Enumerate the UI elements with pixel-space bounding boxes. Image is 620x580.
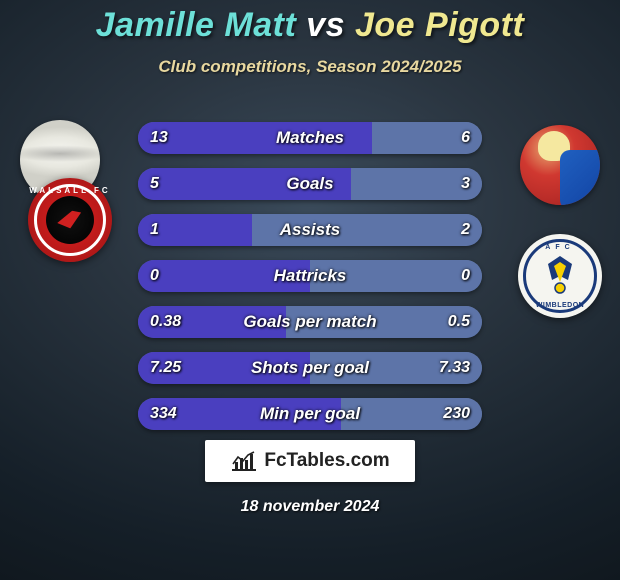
fctables-logo-text: FcTables.com — [264, 450, 389, 472]
date-label: 18 november 2024 — [0, 498, 620, 516]
stat-bar-left — [138, 398, 341, 430]
stat-row: Shots per goal7.257.33 — [138, 352, 482, 384]
subtitle: Club competitions, Season 2024/2025 — [0, 57, 620, 77]
stat-bar-right — [252, 214, 482, 246]
player2-club-name: AFC WIMBLEDON — [518, 234, 602, 318]
player2-club-name-top: AFC — [518, 244, 602, 251]
stat-bar-right — [351, 168, 482, 200]
player2-club-badge: AFC WIMBLEDON — [518, 234, 602, 318]
stat-bar-left — [138, 260, 310, 292]
stat-bar-left — [138, 306, 286, 338]
stat-bar-right — [341, 398, 482, 430]
player2-avatar — [520, 125, 600, 205]
stat-row: Goals per match0.380.5 — [138, 306, 482, 338]
page-title: Jamille Matt vs Joe Pigott — [0, 0, 620, 45]
stat-bar-right — [310, 352, 482, 384]
chart-icon — [230, 450, 258, 472]
player1-club-name-text: WALSALL FC — [28, 186, 112, 195]
stat-bar-left — [138, 168, 351, 200]
stat-bar-left — [138, 352, 310, 384]
stat-row: Goals53 — [138, 168, 482, 200]
stat-bar-right — [286, 306, 482, 338]
title-player2: Joe Pigott — [355, 6, 524, 44]
stat-row: Matches136 — [138, 122, 482, 154]
stat-bar-right — [372, 122, 482, 154]
stat-bars: Matches136 Goals53 Assists12 Hattricks00 Goa… — [138, 122, 482, 430]
player2-club-name-bottom: WIMBLEDON — [518, 302, 602, 309]
stat-bar-left — [138, 214, 252, 246]
stat-bar-right — [310, 260, 482, 292]
title-player1: Jamille Matt — [96, 6, 297, 44]
stat-row: Min per goal334230 — [138, 398, 482, 430]
stat-row: Hattricks00 — [138, 260, 482, 292]
title-vs: vs — [306, 6, 345, 44]
content-root: Jamille Matt vs Joe Pigott Club competit… — [0, 0, 620, 580]
player1-club-badge: WALSALL FC — [28, 178, 112, 262]
stat-row: Assists12 — [138, 214, 482, 246]
fctables-logo: FcTables.com — [205, 440, 415, 482]
player1-club-name: WALSALL FC — [28, 178, 112, 262]
stat-bar-left — [138, 122, 372, 154]
